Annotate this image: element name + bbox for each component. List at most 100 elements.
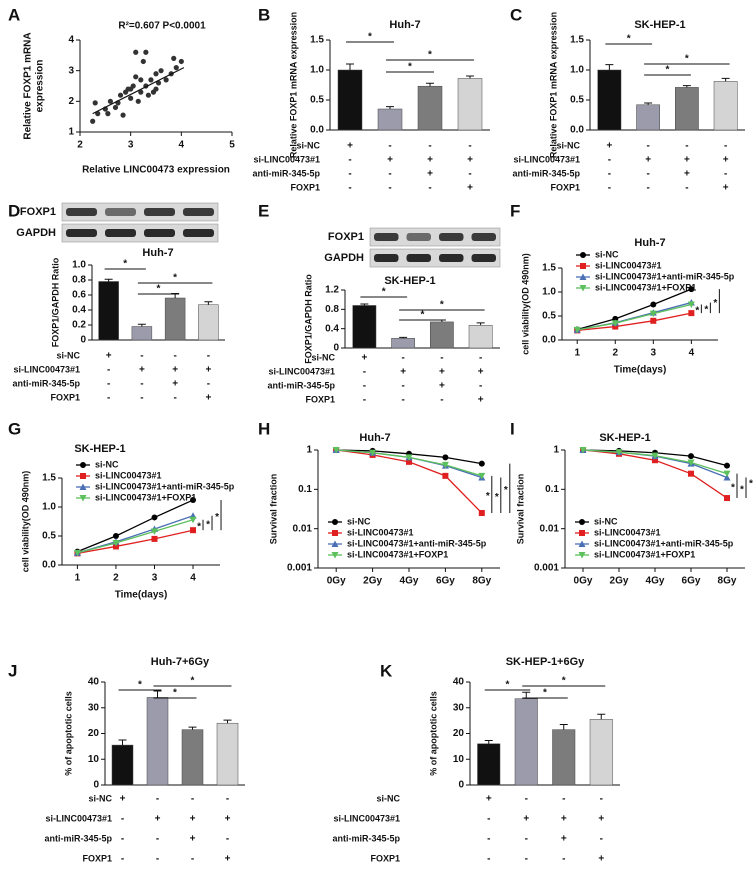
y-tick-label: 1.0 — [542, 287, 556, 298]
condition-sign: + — [478, 367, 484, 378]
series-line — [577, 312, 692, 332]
error-bar — [426, 82, 434, 87]
data-point — [151, 535, 158, 542]
x-tick-label: 3 — [152, 573, 158, 584]
data-point — [650, 301, 657, 308]
y-axis-label: Survival fraction — [268, 474, 278, 545]
x-tick-label: 2Gy — [610, 576, 629, 587]
y-tick-label: 0.0 — [570, 125, 584, 136]
data-point — [442, 454, 449, 461]
legend-label: si-LINC00473#1 — [595, 260, 662, 270]
y-axis-label: Survival fraction — [515, 474, 525, 545]
bar — [636, 104, 660, 131]
significance-star: * — [695, 305, 699, 316]
significance-star: * — [123, 259, 127, 270]
condition-sign: - — [191, 854, 194, 865]
data-point — [369, 449, 377, 457]
legend-label: si-NC — [594, 516, 618, 526]
condition-sign: - — [348, 183, 351, 194]
error-bar — [399, 336, 408, 339]
legend-label: si-NC — [595, 249, 619, 259]
condition-label: FOXP1 — [290, 182, 320, 192]
data-point — [615, 449, 623, 456]
error-bar — [104, 278, 113, 282]
y-tick-label: 0.01 — [293, 523, 313, 534]
condition-sign: + — [684, 155, 690, 166]
panel-letter: H — [258, 419, 270, 438]
condition-sign: + — [155, 814, 161, 825]
data-point — [478, 472, 486, 480]
blot-label: GAPDH — [324, 252, 364, 264]
condition-sign: - — [348, 155, 351, 166]
condition-sign: - — [428, 183, 431, 194]
condition-sign: + — [172, 379, 178, 390]
error-bar — [137, 323, 146, 327]
x-axis-label: Relative LINC00473 expression — [82, 165, 230, 176]
condition-sign: + — [598, 814, 604, 825]
data-point — [150, 528, 158, 535]
blot-band — [406, 254, 431, 262]
significance-star: * — [408, 62, 412, 73]
data-point — [573, 326, 581, 334]
condition-sign: + — [467, 155, 473, 166]
condition-sign: - — [468, 141, 471, 152]
scatter-point — [107, 98, 113, 104]
data-point — [151, 514, 158, 521]
significance-star: * — [731, 483, 735, 494]
condition-sign: - — [107, 365, 110, 376]
y-tick-label: 10 — [453, 754, 465, 765]
significance-star: * — [486, 491, 490, 502]
panel-title: SK-HEP-1 — [599, 432, 650, 444]
series-line — [77, 499, 194, 553]
x-tick-label: 4 — [190, 573, 196, 584]
x-tick-label: 3 — [651, 348, 657, 359]
panel-letter: C — [510, 5, 522, 24]
y-tick-label: 0 — [333, 343, 339, 354]
bar — [597, 69, 622, 131]
data-point — [688, 453, 694, 460]
scatter-point — [130, 83, 136, 89]
bar — [589, 719, 613, 786]
condition-sign: - — [140, 351, 143, 362]
bar — [430, 321, 454, 349]
condition-sign: - — [468, 169, 471, 180]
condition-sign: - — [388, 169, 391, 180]
legend-label: si-LINC00473#1+FOXP1 — [594, 549, 695, 559]
bar — [417, 85, 443, 131]
condition-sign: + — [387, 155, 393, 166]
error-bar — [346, 63, 354, 70]
condition-sign: - — [479, 381, 482, 392]
error-bar — [118, 739, 127, 746]
condition-label: anti-miR-345-5p — [267, 380, 335, 390]
y-tick-label: 0.001 — [287, 563, 312, 574]
bar — [468, 325, 493, 349]
significance-star: * — [685, 54, 689, 65]
condition-label: si-LINC00473#1 — [45, 813, 112, 823]
y-tick-label: 40 — [453, 677, 465, 688]
blot-band — [144, 229, 175, 237]
scatter-point — [178, 58, 184, 65]
condition-sign: - — [600, 834, 603, 845]
data-point — [723, 470, 731, 478]
legend-marker — [80, 462, 86, 468]
y-axis-label: cell viability(OD 490nm) — [20, 471, 30, 573]
data-point — [649, 310, 657, 318]
data-point — [723, 473, 731, 481]
y-tick-label: 1.0 — [42, 502, 56, 513]
condition-sign: - — [140, 379, 143, 390]
significance-star: * — [504, 485, 508, 496]
condition-sign: + — [400, 367, 406, 378]
condition-sign: + — [361, 353, 367, 364]
y-axis-label: FOXP1/GAPDH Ratio — [50, 257, 60, 347]
bar — [675, 87, 699, 131]
condition-sign: + — [225, 814, 231, 825]
error-bar — [644, 102, 653, 105]
panel-title: Huh-7 — [389, 19, 420, 31]
significance-star: * — [173, 273, 177, 284]
scatter-point — [133, 74, 139, 80]
y-tick-label: 0.2 — [72, 320, 86, 331]
blot-band — [471, 254, 496, 262]
data-point — [687, 301, 695, 308]
panel-letter: J — [8, 661, 17, 680]
condition-sign: + — [486, 794, 492, 805]
